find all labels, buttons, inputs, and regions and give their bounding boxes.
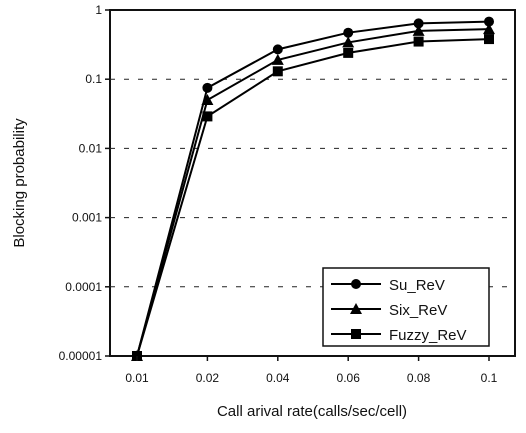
y-axis-title: Blocking probability: [11, 118, 28, 248]
data-point-circle: [413, 18, 424, 29]
series-line: [136, 38, 490, 357]
data-point-triangle: [412, 24, 425, 36]
data-point-triangle: [271, 53, 284, 65]
y-tick-label: 1: [95, 3, 102, 17]
series-group: [131, 16, 495, 361]
data-point-circle: [272, 44, 283, 55]
legend-label: Six_ReV: [389, 302, 447, 319]
y-tick-label: 0.00001: [59, 349, 103, 363]
data-point-circle: [202, 82, 213, 93]
legend-label: Su_ReV: [389, 277, 445, 294]
data-point-square: [202, 111, 213, 122]
data-point-triangle: [342, 36, 355, 48]
data-point-square: [351, 329, 361, 339]
x-axis-ticks: 0.01 0.02 0.04 0.06 0.08 0.1: [125, 356, 498, 385]
legend-item: Su_ReV: [331, 277, 445, 294]
legend-label: Fuzzy_ReV: [389, 327, 467, 344]
data-point-square: [272, 66, 283, 77]
data-point-circle: [343, 27, 354, 38]
data-point-triangle: [483, 23, 495, 35]
x-tick-label: 0.01: [125, 371, 149, 385]
data-point-square: [413, 36, 424, 47]
y-tick-label: 0.0001: [65, 280, 102, 294]
data-point-triangle: [350, 303, 362, 314]
series-line: [136, 28, 490, 357]
y-tick-label: 0.01: [79, 141, 103, 155]
x-tick-label: 0.02: [196, 371, 220, 385]
legend-item: Six_ReV: [331, 302, 447, 319]
x-tick-label: 0.08: [407, 371, 431, 385]
x-tick-label: 0.1: [481, 371, 498, 385]
x-tick-label: 0.06: [337, 371, 361, 385]
y-axis-ticks: 0.00001 0.0001 0.001 0.01 0.1 1: [59, 3, 110, 363]
series-su-rev: [132, 16, 494, 361]
y-tick-label: 0.1: [85, 72, 102, 86]
data-point-triangle: [201, 94, 214, 106]
legend-items: Su_ReV Six_ReV Fuzzy_ReV: [331, 277, 467, 344]
data-point-square: [484, 34, 494, 45]
x-axis-title: Call arival rate(calls/sec/cell): [217, 403, 407, 420]
series-line: [136, 20, 490, 357]
y-tick-label: 0.001: [72, 211, 102, 225]
data-point-circle: [351, 279, 361, 289]
legend-item: Fuzzy_ReV: [331, 327, 467, 344]
data-point-circle: [484, 16, 494, 27]
x-tick-label: 0.04: [266, 371, 290, 385]
data-point-square: [343, 47, 354, 58]
legend: Su_ReV Six_ReV Fuzzy_ReV: [322, 267, 490, 347]
